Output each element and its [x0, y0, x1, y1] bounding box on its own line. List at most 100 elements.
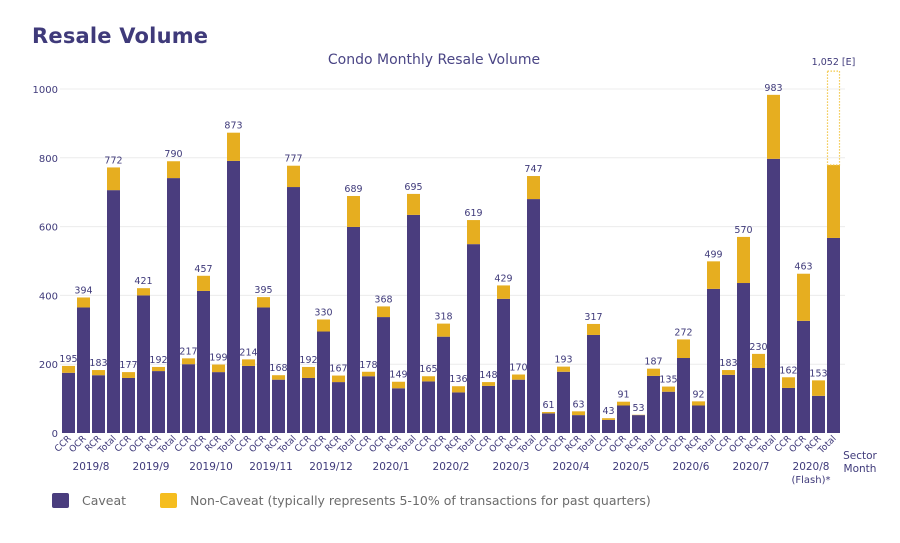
- bar-estimate-outline: [826, 70, 841, 166]
- bar-non-caveat: [77, 297, 90, 308]
- bar-caveat: [722, 374, 735, 433]
- bar-non-caveat: [512, 374, 525, 380]
- value-label: 165: [419, 364, 437, 375]
- month-label: 2020/8: [793, 461, 830, 473]
- bar-caveat: [452, 392, 465, 433]
- value-label: 61: [542, 400, 554, 411]
- value-label: 368: [374, 294, 392, 305]
- value-label: 421: [134, 276, 152, 287]
- bar-non-caveat: [317, 319, 330, 332]
- bar-non-caveat: [527, 176, 540, 200]
- bar-caveat: [182, 364, 195, 433]
- month-label: 2019/9: [133, 461, 170, 473]
- bar-non-caveat: [722, 370, 735, 375]
- bars: [62, 70, 841, 433]
- bar-caveat: [227, 160, 240, 433]
- bar-caveat: [557, 371, 570, 433]
- value-label: 192: [299, 355, 317, 366]
- value-label: 149: [389, 370, 407, 381]
- month-label: 2020/5: [613, 461, 650, 473]
- value-label: 230: [749, 342, 767, 353]
- bar-non-caveat: [302, 366, 315, 378]
- value-label: 272: [674, 327, 692, 338]
- bar-non-caveat: [92, 370, 105, 376]
- bar-caveat: [242, 365, 255, 433]
- bar-non-caveat: [542, 412, 555, 414]
- bar-caveat: [107, 190, 120, 433]
- bar-caveat: [662, 391, 675, 433]
- value-label: 195: [59, 354, 77, 365]
- y-tick-label: 1000: [33, 85, 58, 96]
- value-label: 777: [284, 154, 302, 165]
- bar-caveat: [137, 295, 150, 433]
- bar-non-caveat: [167, 161, 180, 179]
- legend-label-non-caveat: Non-Caveat (typically represents 5-10% o…: [190, 493, 651, 508]
- value-label: 394: [74, 285, 92, 296]
- bar-caveat: [422, 381, 435, 433]
- bar-non-caveat: [677, 339, 690, 359]
- value-label: 429: [494, 273, 512, 284]
- bar-caveat: [362, 376, 375, 433]
- value-label: 53: [632, 403, 644, 414]
- value-label: 183: [89, 358, 107, 369]
- bar-caveat: [797, 320, 810, 433]
- value-labels: 195 394 183 772 177 421 192 790 217 457 199 873 214 3…: [59, 57, 855, 417]
- bar-caveat: [527, 199, 540, 433]
- page-title: Resale Volume: [32, 24, 209, 48]
- month-label-note: (Flash)*: [791, 475, 830, 486]
- bar-non-caveat: [497, 285, 510, 299]
- month-label: 2019/12: [309, 461, 353, 473]
- bar-non-caveat: [152, 366, 165, 372]
- value-label: 178: [359, 360, 377, 371]
- x-axis-title-month: Month: [844, 463, 877, 475]
- value-label: 167: [329, 364, 347, 375]
- bar-caveat: [122, 377, 135, 433]
- bar-caveat: [617, 405, 630, 433]
- bar-caveat: [827, 237, 840, 433]
- bar-non-caveat: [467, 220, 480, 245]
- value-label: 43: [602, 406, 614, 417]
- bar-non-caveat: [137, 288, 150, 296]
- legend: Caveat Non-Caveat (typically represents …: [52, 493, 685, 508]
- bar-non-caveat: [272, 375, 285, 380]
- month-label: 2019/8: [73, 461, 110, 473]
- bar-caveat: [332, 382, 345, 433]
- value-label: 162: [779, 365, 797, 376]
- bar-non-caveat: [587, 323, 600, 335]
- bar-non-caveat: [707, 261, 720, 289]
- y-tick-label: 600: [39, 223, 58, 234]
- bar-non-caveat: [437, 323, 450, 337]
- month-label: 2020/7: [733, 461, 770, 473]
- value-label: 747: [524, 164, 542, 175]
- bar-caveat: [647, 375, 660, 433]
- bar-non-caveat: [482, 382, 495, 386]
- value-label: 619: [464, 208, 482, 219]
- bar-caveat: [737, 283, 750, 433]
- bar-non-caveat: [107, 167, 120, 191]
- month-label: 2019/10: [189, 461, 233, 473]
- value-label: 136: [449, 374, 467, 385]
- bar-non-caveat: [422, 376, 435, 382]
- value-label: 317: [584, 312, 602, 323]
- bar-caveat: [377, 317, 390, 433]
- value-label: 689: [344, 184, 362, 195]
- y-axis: 0 200 400 600 800 1000: [33, 85, 58, 440]
- bar-non-caveat: [662, 386, 675, 392]
- value-label: 63: [572, 399, 584, 410]
- value-label: 463: [794, 262, 812, 273]
- bar-non-caveat: [782, 377, 795, 388]
- value-label: 395: [254, 285, 272, 296]
- bar-non-caveat: [347, 195, 360, 227]
- value-label: 214: [239, 347, 257, 358]
- bar-caveat: [692, 405, 705, 433]
- value-label: 177: [119, 360, 137, 371]
- value-label: 790: [164, 149, 182, 160]
- value-label: 135: [659, 375, 677, 386]
- bar-non-caveat: [362, 371, 375, 377]
- legend-swatch-caveat: [52, 493, 69, 508]
- bar-non-caveat: [797, 273, 810, 321]
- bar-non-caveat: [242, 359, 255, 366]
- bar-caveat: [392, 388, 405, 433]
- bar-non-caveat: [452, 386, 465, 393]
